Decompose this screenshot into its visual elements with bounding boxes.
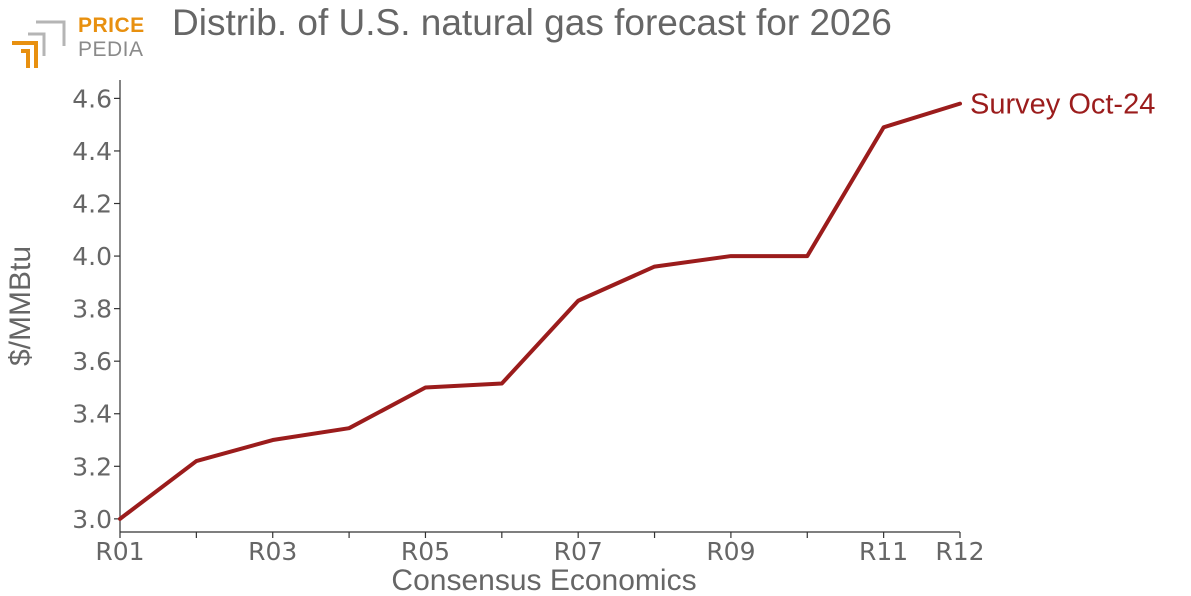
y-axis-title: $/MMBtu	[4, 246, 37, 366]
logo-bracket-orange-outer	[12, 41, 38, 68]
y-tick-label: 3.6	[72, 347, 112, 376]
x-axis-ticks: R01 R03 R05 R07 R09 R11 R12	[95, 532, 985, 566]
x-tick-label: R07	[554, 537, 603, 566]
logo-bracket-grey-inner	[28, 32, 46, 56]
logo-bracket-orange-inner	[21, 49, 30, 68]
x-axis-title: Consensus Economics	[391, 564, 696, 596]
x-tick-label: R01	[95, 537, 144, 566]
y-tick-label: 4.6	[72, 84, 112, 113]
y-tick-label: 3.8	[72, 295, 112, 324]
logo-bracket-grey-outer	[36, 20, 66, 46]
y-tick-label: 3.2	[72, 452, 112, 481]
x-tick-label: R11	[859, 537, 908, 566]
x-tick-label: R03	[248, 537, 297, 566]
logo-mark-icon	[12, 20, 66, 68]
pricepedia-logo: PRICE PEDIA	[8, 6, 145, 72]
chart-title: Distrib. of U.S. natural gas forecast fo…	[172, 2, 892, 43]
logo-text-price: PRICE	[78, 14, 145, 37]
y-axis-ticks: 3.0 3.2 3.4 3.6 3.8 4.0 4.2 4.4 4.6	[72, 84, 120, 534]
y-tick-label: 3.4	[72, 400, 112, 429]
chart-series: Survey Oct-24	[118, 89, 1155, 521]
chart-axes	[119, 80, 960, 533]
x-tick-label: R05	[401, 537, 450, 566]
x-tick-label: R12	[935, 537, 984, 566]
x-tick-label: R09	[706, 537, 755, 566]
series-label: Survey Oct-24	[970, 89, 1155, 121]
series-line	[118, 101, 962, 521]
y-tick-label: 3.0	[72, 505, 112, 534]
logo-text-pedia: PEDIA	[78, 38, 144, 61]
y-tick-label: 4.2	[72, 190, 112, 219]
y-tick-label: 4.4	[72, 137, 112, 166]
y-tick-label: 4.0	[72, 242, 112, 271]
